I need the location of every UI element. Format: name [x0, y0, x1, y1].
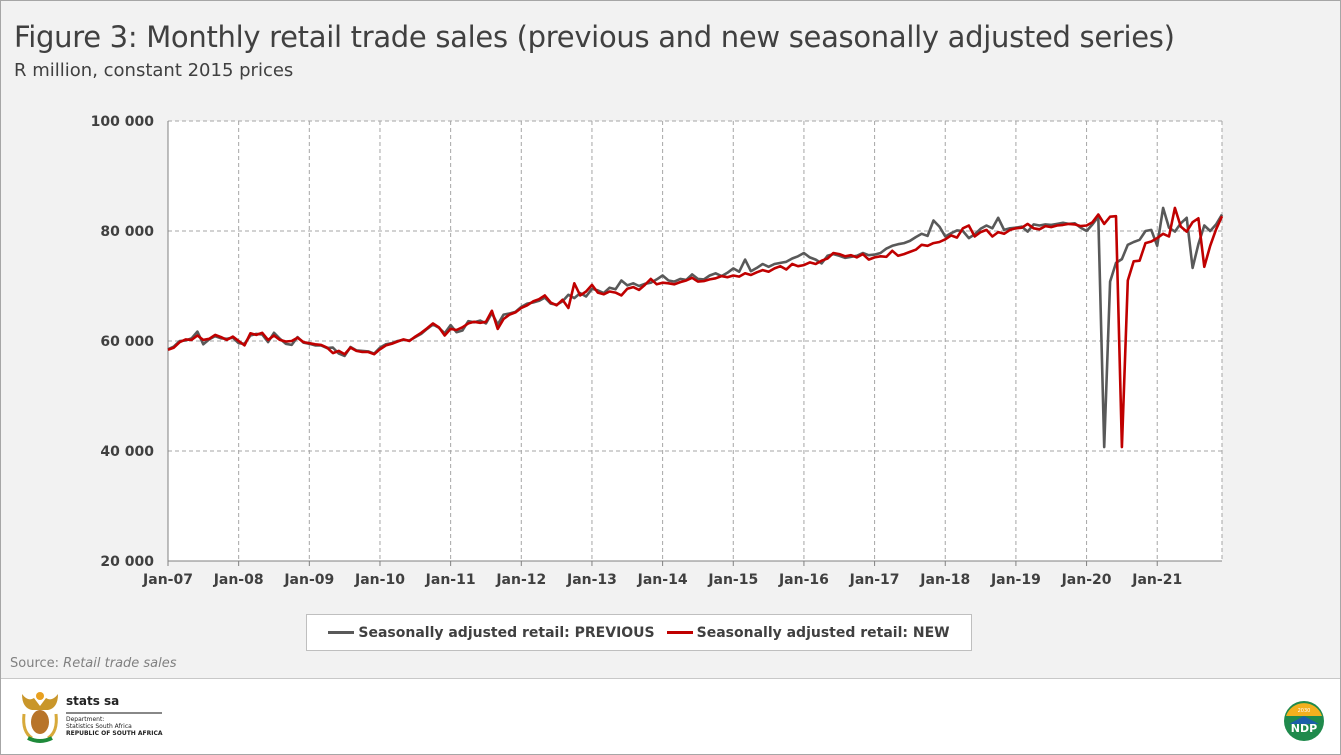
x-tick-label: Jan-18	[919, 572, 970, 588]
x-tick-label: Jan-21	[1131, 572, 1182, 588]
source-label: Source:	[10, 656, 64, 671]
dept-line-3: REPUBLIC OF SOUTH AFRICA	[66, 730, 163, 737]
department-text: Department: Statistics South Africa REPUBL…	[66, 716, 163, 737]
y-tick-label: 40 000	[100, 444, 154, 460]
ndp-year: 2030	[1298, 708, 1311, 714]
source-note: Source: Retail trade sales	[10, 656, 177, 671]
series-line-new	[167, 206, 1224, 449]
y-tick-label: 80 000	[100, 224, 154, 240]
legend-swatch-new	[666, 631, 693, 634]
stats-sa-name: stats sa	[66, 694, 120, 708]
chart-legend: Seasonally adjusted retail: PREVIOUS Sea…	[306, 614, 972, 651]
x-tick-label: Jan-17	[849, 572, 900, 588]
x-tick-label: Jan-09	[283, 572, 334, 588]
y-tick-label: 60 000	[100, 334, 154, 350]
dept-line-2: Statistics South Africa	[66, 723, 132, 730]
gridlines	[168, 120, 1223, 561]
legend-item-previous: Seasonally adjusted retail: PREVIOUS	[328, 624, 655, 641]
x-tick-label: Jan-08	[213, 572, 264, 588]
axes: 20 000 40 000 60 000 80 000 100 000 Jan-07 Jan…	[91, 114, 1222, 588]
legend-label-new: Seasonally adjusted retail: NEW	[696, 624, 950, 641]
ndp-text: NDP	[1291, 722, 1317, 735]
legend-label-previous: Seasonally adjusted retail: PREVIOUS	[358, 624, 655, 641]
legend-item-new: Seasonally adjusted retail: NEW	[666, 624, 950, 641]
source-value: Retail trade sales	[63, 656, 177, 671]
ndp-2030-logo: NDP 2030	[1284, 701, 1324, 741]
x-tick-label: Jan-11	[425, 572, 476, 588]
legend-swatch-previous	[328, 631, 355, 634]
series-lines	[167, 206, 1224, 449]
y-tick-label: 100 000	[91, 114, 155, 130]
x-tick-label: Jan-14	[637, 572, 688, 588]
x-tick-label: Jan-10	[354, 572, 405, 588]
chart-subtitle: R million, constant 2015 prices	[14, 60, 294, 81]
x-tick-label: Jan-16	[778, 572, 829, 588]
y-tick-label: 20 000	[100, 554, 154, 570]
x-tick-label: Jan-20	[1061, 572, 1112, 588]
coat-of-arms-logo	[22, 692, 58, 743]
series-line-previous	[167, 206, 1224, 449]
x-tick-label: Jan-15	[707, 572, 758, 588]
logo-rule	[66, 712, 162, 714]
chart-title: Figure 3: Monthly retail trade sales (pr…	[14, 20, 1175, 54]
x-tick-label: Jan-07	[142, 572, 193, 588]
dept-line-1: Department:	[66, 716, 105, 723]
x-tick-label: Jan-13	[566, 572, 617, 588]
x-tick-label: Jan-19	[990, 572, 1041, 588]
x-tick-label: Jan-12	[495, 572, 546, 588]
